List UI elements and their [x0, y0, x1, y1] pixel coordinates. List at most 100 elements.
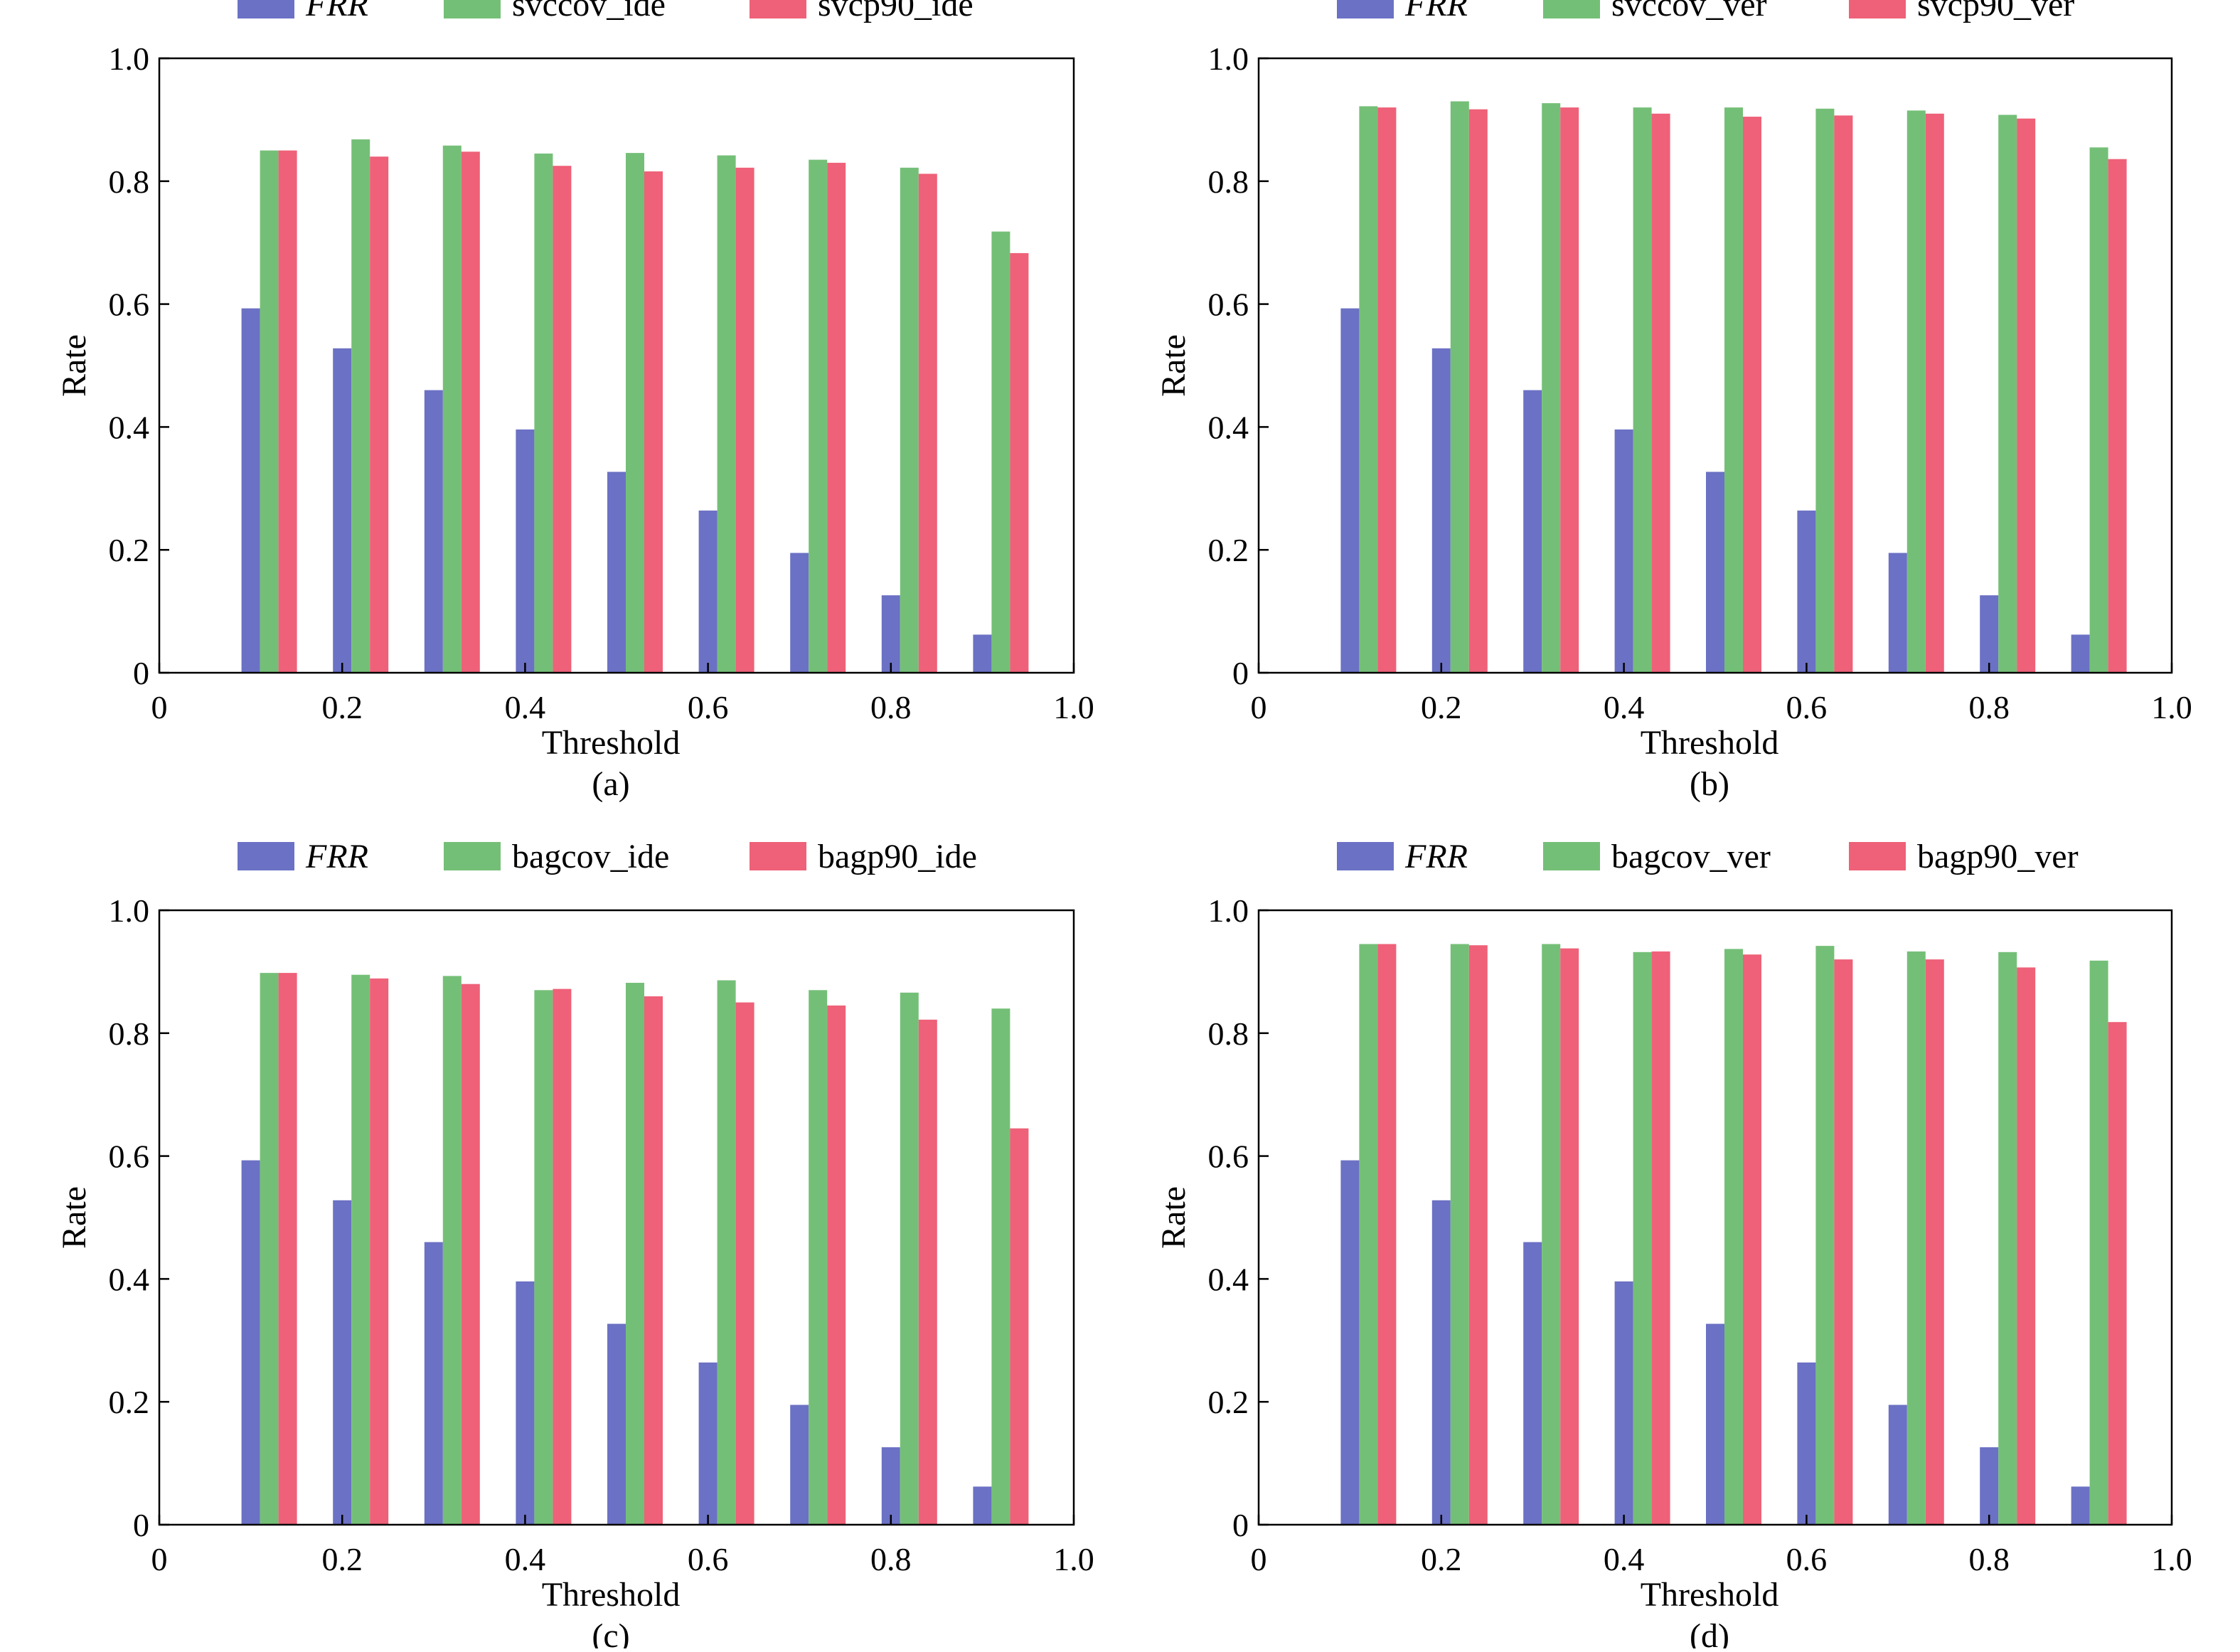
chart-panel-d: 0 0.2 0.4 0.6 0.8 1.0 0 0.2 0.4 0.6 0.8 1.0 Threshol… — [1155, 838, 2192, 1652]
bar-svccov_ver-6 — [1906, 110, 1926, 673]
bar-bagcov_ide-4 — [626, 983, 644, 1525]
bar-bagp90_ver-1 — [1468, 945, 1488, 1525]
x-tick-label: 0 — [151, 1541, 168, 1577]
x-tick-label: 0.2 — [321, 689, 363, 725]
bar-bagp90_ver-3 — [1651, 951, 1670, 1525]
bar-bagp90_ide-7 — [918, 1019, 937, 1525]
bar-bagcov_ide-0 — [260, 973, 279, 1525]
bar-svccov_ver-4 — [1724, 107, 1743, 673]
bar-bagp90_ide-2 — [461, 984, 480, 1525]
bar-FRR-8 — [973, 634, 992, 673]
y-tick-label: 0.4 — [1208, 409, 1249, 445]
bar-bagp90_ver-2 — [1560, 948, 1579, 1525]
x-tick-label: 1.0 — [2151, 1541, 2192, 1577]
y-tick-label: 0.2 — [1208, 532, 1249, 568]
bar-FRR-7 — [1980, 1447, 1999, 1525]
x-tick-label: 0.8 — [870, 1541, 912, 1577]
y-tick-label: 0 — [1232, 1507, 1249, 1543]
y-tick-label: 0.8 — [109, 164, 150, 200]
bar-svccov_ide-4 — [626, 153, 644, 673]
bar-bagcov_ver-8 — [2089, 960, 2108, 1525]
y-axis-title: Rate — [1155, 1186, 1193, 1249]
bar-bagp90_ver-5 — [1834, 959, 1853, 1525]
legend-swatch-svcp90_ver — [1849, 0, 1906, 18]
bar-bagp90_ver-0 — [1377, 944, 1397, 1525]
legend-swatch-bagp90_ide — [750, 842, 806, 870]
legend-label-FRR: FRR — [1404, 0, 1468, 23]
bar-svccov_ver-5 — [1815, 108, 1835, 673]
bar-svcp90_ver-2 — [1560, 107, 1579, 673]
x-tick-label: 0.6 — [1786, 1541, 1828, 1577]
bar-FRR-2 — [424, 1242, 443, 1525]
y-axis-title: Rate — [1155, 334, 1193, 397]
y-tick-label: 0 — [1232, 655, 1249, 691]
chart-panel-c: 0 0.2 0.4 0.6 0.8 1.0 0 0.2 0.4 0.6 0.8 1.0 Threshol… — [55, 838, 1094, 1652]
legend-swatch-FRR — [238, 0, 294, 18]
y-tick-label: 0.6 — [109, 287, 150, 323]
bar-svccov_ide-2 — [442, 145, 462, 673]
bar-svccov_ide-6 — [809, 159, 828, 673]
legend-swatch-svccov_ide — [444, 0, 501, 18]
bar-svcp90_ide-6 — [827, 162, 846, 673]
bar-bagp90_ver-8 — [2108, 1022, 2127, 1525]
bar-bagp90_ver-7 — [2017, 967, 2036, 1525]
plot-frame — [1257, 909, 2173, 1526]
bar-svcp90_ver-1 — [1468, 109, 1488, 673]
legend-swatch-FRR — [238, 842, 294, 870]
legend-swatch-FRR — [1337, 842, 1394, 870]
y-tick-label: 1.0 — [1208, 41, 1249, 77]
y-tick-label: 0.4 — [109, 409, 150, 445]
y-tick-label: 0.6 — [1208, 1139, 1249, 1175]
legend: FRR bagcov_ide bagp90_ide — [238, 838, 977, 875]
bar-FRR-0 — [241, 308, 260, 673]
panel-label: (b) — [1690, 765, 1729, 803]
bar-FRR-4 — [607, 1323, 626, 1525]
x-tick-label: 0.4 — [505, 1541, 546, 1577]
plot-frame — [158, 909, 1075, 1526]
x-tick-label: 0.6 — [1786, 689, 1828, 725]
bar-FRR-8 — [2071, 634, 2090, 673]
bar-svccov_ver-1 — [1450, 101, 1469, 673]
plot-frame — [1257, 57, 2173, 674]
bar-svcp90_ver-8 — [2108, 159, 2127, 673]
bar-svcp90_ver-4 — [1743, 117, 1761, 673]
bar-svcp90_ver-3 — [1651, 113, 1670, 673]
bar-FRR-0 — [1340, 308, 1360, 673]
bar-FRR-6 — [790, 553, 809, 673]
bar-svcp90_ide-0 — [278, 150, 297, 673]
x-tick-label: 1.0 — [2151, 689, 2192, 725]
bar-bagp90_ide-1 — [370, 978, 389, 1525]
legend-label-bagp90_ide: bagp90_ide — [818, 838, 977, 875]
x-axis-title: Threshold — [1641, 724, 1779, 762]
bar-FRR-4 — [607, 471, 626, 673]
bar-svcp90_ide-1 — [370, 156, 389, 673]
bar-svccov_ide-8 — [991, 231, 1010, 673]
bar-svcp90_ide-3 — [553, 166, 572, 673]
bar-FRR-1 — [333, 1200, 352, 1525]
bar-FRR-6 — [1888, 1405, 1907, 1525]
legend: FRR bagcov_ver bagp90_ver — [1337, 838, 2079, 875]
bar-bagcov_ide-5 — [717, 980, 736, 1525]
legend-swatch-bagcov_ide — [444, 842, 501, 870]
bar-svccov_ver-3 — [1633, 107, 1652, 673]
bar-bagcov_ver-3 — [1633, 952, 1652, 1525]
bar-FRR-8 — [973, 1486, 992, 1525]
bar-bagp90_ide-4 — [644, 996, 663, 1525]
bar-bagcov_ide-3 — [534, 990, 553, 1525]
bar-FRR-7 — [881, 1447, 900, 1525]
bar-svcp90_ide-7 — [918, 174, 937, 673]
y-tick-label: 0.2 — [109, 532, 150, 568]
bar-svccov_ver-0 — [1359, 106, 1378, 673]
bar-svcp90_ver-5 — [1834, 115, 1853, 673]
bar-bagp90_ide-5 — [735, 1002, 754, 1525]
legend-label-bagcov_ver: bagcov_ver — [1611, 838, 1771, 875]
bar-FRR-1 — [333, 348, 352, 673]
bar-svccov_ide-7 — [900, 167, 919, 673]
legend-label-FRR: FRR — [1404, 838, 1468, 875]
bar-bagcov_ver-7 — [1998, 952, 2017, 1525]
y-tick-label: 0.6 — [1208, 287, 1249, 323]
bar-svcp90_ide-2 — [461, 151, 480, 673]
bar-bagcov_ver-2 — [1542, 944, 1561, 1525]
bar-svcp90_ide-8 — [1010, 252, 1029, 673]
